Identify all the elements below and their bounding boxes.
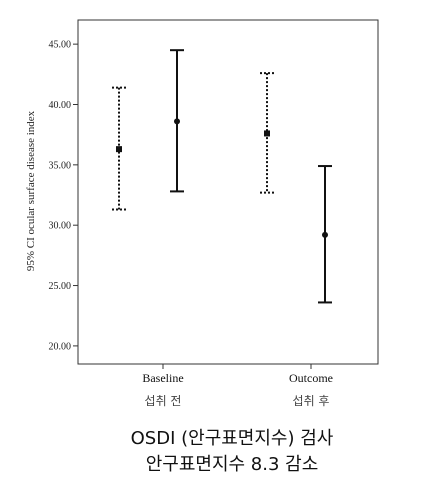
y-tick-label: 35.00: [49, 160, 72, 171]
y-tick-label: 30.00: [49, 221, 72, 232]
mean-point: [174, 118, 180, 125]
y-tick-label: 45.00: [49, 40, 72, 51]
caption-line-1: OSDI (안구표면지수) 검사: [131, 428, 334, 449]
x-tick-label: Outcome: [289, 371, 333, 385]
x-tick-sublabel: 섭취 전: [145, 394, 182, 408]
y-tick-label: 25.00: [49, 281, 72, 292]
y-tick-label: 20.00: [49, 341, 72, 352]
caption-line-2: 안구표면지수 8.3 감소: [146, 454, 319, 475]
mean-point: [322, 231, 328, 238]
x-axis-ticks: Baseline 섭취 전 Outcome 섭취 후: [142, 364, 333, 408]
y-tick-label: 40.00: [49, 100, 72, 111]
x-tick-label: Baseline: [142, 371, 183, 385]
x-tick-sublabel: 섭취 후: [293, 394, 330, 408]
mean-point: [116, 146, 122, 153]
y-axis-ticks: 20.00 25.00 30.00 35.00 40.00 45.00: [49, 40, 78, 352]
error-bar-series: [112, 49, 332, 304]
y-axis-label: 95% CI ocular surface disease index: [25, 110, 37, 271]
mean-point: [264, 130, 270, 137]
plot-frame: [77, 19, 379, 365]
